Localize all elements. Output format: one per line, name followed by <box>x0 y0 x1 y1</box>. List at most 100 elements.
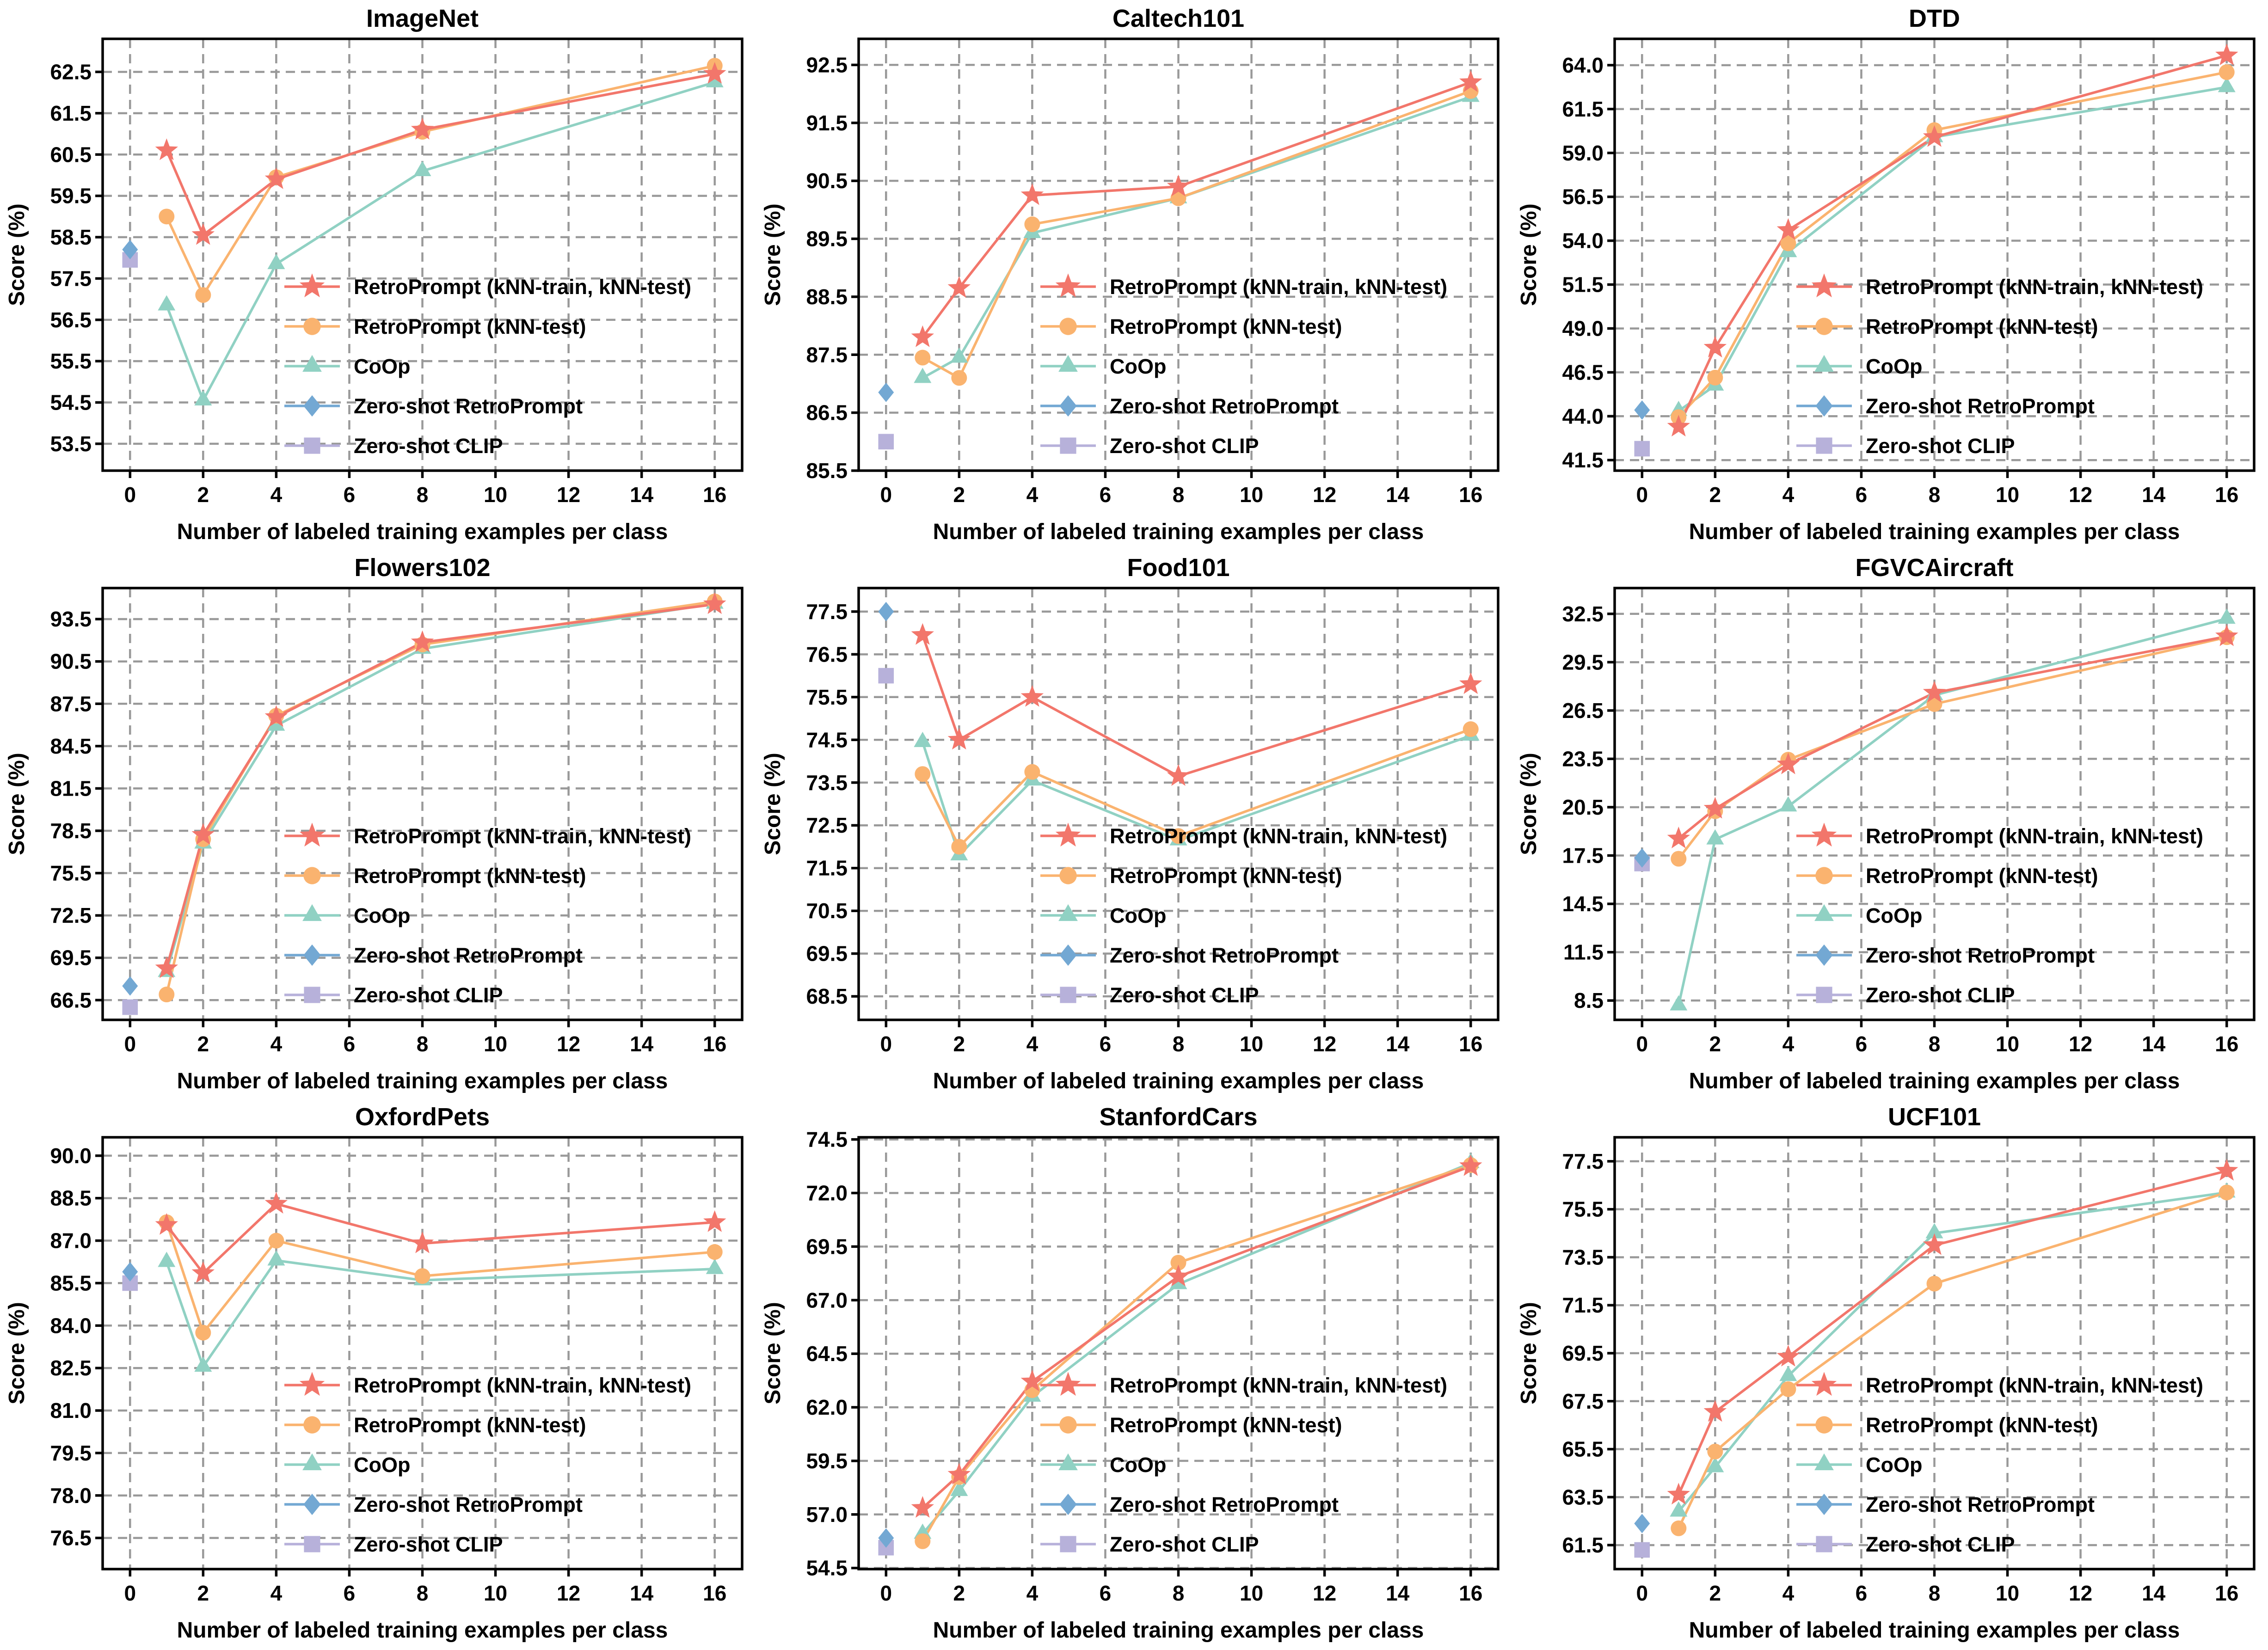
chart-panel-fgvcaircraft: 0 2 4 6 8 10 12 14 16 8.5 11.5 14.5 17.5 20.5 23.5 26.5… <box>1512 549 2268 1098</box>
circle-marker <box>195 287 211 303</box>
legend: RetroPrompt (kNN-train, kNN-test) RetroPr… <box>1040 273 1447 458</box>
circle-marker <box>1170 190 1186 206</box>
star-marker <box>911 623 934 645</box>
legend-label: CoOp <box>354 1453 410 1477</box>
x-tick-label: 2 <box>1709 1581 1721 1605</box>
star-marker <box>191 223 215 245</box>
y-tick-label: 58.5 <box>50 225 92 249</box>
chart-panel-ucf101: 0 2 4 6 8 10 12 14 16 61.5 63.5 65.5 67.5 69.5 71.5 73.… <box>1512 1098 2268 1648</box>
diamond-marker <box>303 1493 321 1515</box>
x-tick-label: 4 <box>1026 1581 1039 1605</box>
diamond-marker <box>1815 1493 1833 1515</box>
legend-entry-retroprompt_train_test: RetroPrompt (kNN-train, kNN-test) <box>284 273 691 299</box>
x-tick-label: 6 <box>344 1581 356 1605</box>
star-marker <box>1020 685 1044 707</box>
y-tick-label: 69.5 <box>50 946 92 970</box>
legend-label: RetroPrompt (kNN-test) <box>354 315 586 338</box>
x-tick-label: 2 <box>1709 483 1721 507</box>
triangle-marker <box>158 295 176 311</box>
diamond-marker <box>303 395 321 417</box>
grid <box>859 39 1498 472</box>
y-tick-label: 74.5 <box>806 1128 848 1152</box>
y-tick-label: 76.5 <box>50 1526 92 1550</box>
diamond-marker <box>1634 1514 1650 1533</box>
y-tick-label: 8.5 <box>1574 988 1604 1012</box>
circle-marker <box>1059 318 1077 335</box>
x-tick-label: 8 <box>417 1032 429 1056</box>
legend: RetroPrompt (kNN-train, kNN-test) RetroPr… <box>284 1372 691 1556</box>
y-tick-label: 62.0 <box>806 1395 848 1419</box>
x-axis-label: Number of labeled training examples per … <box>1689 1069 2180 1093</box>
chart-flowers102: 0 2 4 6 8 10 12 14 16 66.5 69.5 72.5 75.5 78.5 81.5 84.… <box>0 549 756 1098</box>
chart-title: Food101 <box>1127 554 1229 582</box>
x-tick-label: 0 <box>880 1032 892 1056</box>
y-tick-label: 89.5 <box>806 227 848 251</box>
x-tick-label: 16 <box>2215 483 2238 507</box>
square-marker <box>304 1536 320 1552</box>
x-tick-label: 10 <box>1240 483 1263 507</box>
circle-marker <box>1707 1443 1723 1460</box>
triangle-marker <box>914 368 932 383</box>
legend-label: RetroPrompt (kNN-train, kNN-test) <box>1110 1374 1447 1397</box>
x-tick-label: 10 <box>484 1032 507 1056</box>
grid <box>103 1137 742 1569</box>
star-marker <box>299 822 325 847</box>
y-tick-label: 72.0 <box>806 1181 848 1205</box>
tick-marks <box>95 70 716 478</box>
star-marker <box>1020 1369 1044 1392</box>
legend-entry-zero_shot_clip: Zero-shot CLIP <box>284 983 503 1007</box>
triangle-marker <box>413 161 431 177</box>
x-tick-label: 14 <box>1386 483 1410 507</box>
circle-marker <box>1780 1381 1796 1397</box>
x-tick-label: 8 <box>1929 1581 1941 1605</box>
legend-label: Zero-shot RetroPrompt <box>1866 1493 2095 1516</box>
x-tick-label: 0 <box>880 483 892 507</box>
x-axis-label: Number of labeled training examples per … <box>177 520 668 544</box>
x-axis-label: Number of labeled training examples per … <box>933 520 1424 544</box>
square-marker <box>878 668 894 684</box>
x-tick-label: 10 <box>1240 1581 1263 1605</box>
legend-entry-coop: CoOp <box>284 904 410 927</box>
legend-entry-retroprompt_train_test: RetroPrompt (kNN-train, kNN-test) <box>284 822 691 848</box>
triangle-marker <box>1058 904 1078 921</box>
legend-label: Zero-shot CLIP <box>354 983 503 1007</box>
x-tick-label: 10 <box>1996 483 2019 507</box>
y-tick-label: 81.5 <box>50 776 92 800</box>
square-marker <box>1060 437 1076 454</box>
x-tick-label: 4 <box>270 483 283 507</box>
triangle-marker <box>1058 1453 1078 1471</box>
x-tick-label: 16 <box>703 483 726 507</box>
x-tick-label: 2 <box>953 483 965 507</box>
circle-marker <box>1815 867 1833 884</box>
x-tick-label: 2 <box>1709 1032 1721 1056</box>
y-tick-label: 79.5 <box>50 1441 92 1465</box>
legend-label: Zero-shot CLIP <box>1110 983 1259 1007</box>
y-tick-label: 56.5 <box>50 308 92 332</box>
y-tick-label: 14.5 <box>1562 892 1604 916</box>
chart-title: StanfordCars <box>1099 1103 1257 1131</box>
star-marker <box>264 1191 288 1214</box>
x-tick-label: 6 <box>1100 1032 1112 1056</box>
legend-entry-zero_shot_clip: Zero-shot CLIP <box>284 434 503 458</box>
triangle-marker <box>2218 77 2236 92</box>
legend-entry-retroprompt_train_test: RetroPrompt (kNN-train, kNN-test) <box>1040 822 1447 848</box>
legend: RetroPrompt (kNN-train, kNN-test) RetroPr… <box>284 273 691 458</box>
diamond-marker <box>1634 400 1650 420</box>
tick-marks <box>95 618 716 1027</box>
triangle-marker <box>267 254 285 270</box>
chart-title: FGVCAircraft <box>1855 554 2013 582</box>
triangle-marker <box>302 1453 322 1471</box>
chart-ucf101: 0 2 4 6 8 10 12 14 16 61.5 63.5 65.5 67.5 69.5 71.5 73.… <box>1512 1098 2268 1648</box>
star-marker <box>1776 752 1800 774</box>
legend-entry-retroprompt_test: RetroPrompt (kNN-test) <box>1040 315 1342 338</box>
triangle-marker <box>706 1258 724 1274</box>
chart-background <box>756 549 1512 1098</box>
legend-label: Zero-shot CLIP <box>1110 1533 1259 1556</box>
star-marker <box>1167 1264 1190 1287</box>
legend-label: Zero-shot CLIP <box>1110 434 1259 458</box>
triangle-marker <box>2218 608 2236 624</box>
x-tick-label: 12 <box>1313 1032 1336 1056</box>
legend-label: Zero-shot CLIP <box>1866 1533 2015 1556</box>
x-axis-label: Number of labeled training examples per … <box>177 1069 668 1093</box>
